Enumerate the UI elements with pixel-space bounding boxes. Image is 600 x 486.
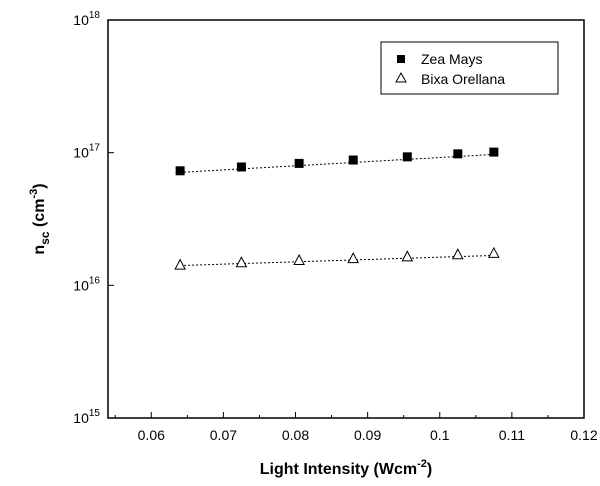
legend-marker-bixa-orellana <box>395 71 407 83</box>
x-tick-label: 0.08 <box>282 427 309 443</box>
x-tick-label: 0.07 <box>210 427 237 443</box>
fit-line-1 <box>180 254 494 267</box>
zea-mays-point <box>402 152 412 162</box>
legend-label-bixa-orellana: Bixa Orellana <box>421 71 505 87</box>
bixa-orellana-point <box>293 253 305 265</box>
x-axis-title: Light Intensity (Wcm-2) <box>260 458 432 478</box>
bixa-orellana-point <box>174 258 186 270</box>
bixa-orellana-point <box>235 256 248 268</box>
x-tick-label: 0.09 <box>354 427 381 443</box>
bixa-orellana-point <box>488 246 500 258</box>
legend-box <box>380 41 559 95</box>
x-axis-ticks: 0.06 0.07 0.08 0.09 0.1 0.11 0.12 <box>114 412 598 443</box>
bixa-orellana-point <box>401 250 414 262</box>
y-tick-label: 1015 <box>73 408 100 426</box>
y-axis-ticks: 1015 1016 1017 1018 <box>73 10 114 426</box>
plot-frame <box>107 19 585 419</box>
legend-label-zea-mays: Zea Mays <box>421 51 482 67</box>
zea-mays-point <box>175 166 185 176</box>
bixa-orellana-point <box>451 248 464 260</box>
fit-line-0 <box>180 153 494 173</box>
bixa-orellana-point <box>347 252 360 264</box>
y-tick-label: 1018 <box>73 10 100 28</box>
y-tick-label: 1017 <box>73 143 100 161</box>
zea-mays-point <box>294 158 304 168</box>
legend: Zea Mays Bixa Orellana <box>380 41 559 95</box>
fit-lines <box>180 153 494 267</box>
y-axis-title: nsc (cm-3) <box>28 183 52 254</box>
zea-mays-point <box>453 149 463 159</box>
x-tick-label: 0.11 <box>499 427 525 443</box>
y-tick-label: 1016 <box>73 275 100 293</box>
zea-mays-point <box>489 147 499 157</box>
legend-marker-zea-mays <box>397 55 405 63</box>
x-tick-label: 0.1 <box>430 427 450 443</box>
x-tick-label: 0.06 <box>138 427 165 443</box>
data-points <box>174 147 500 270</box>
zea-mays-point <box>236 162 246 172</box>
zea-mays-point <box>348 155 358 165</box>
x-tick-label: 0.12 <box>570 427 597 443</box>
